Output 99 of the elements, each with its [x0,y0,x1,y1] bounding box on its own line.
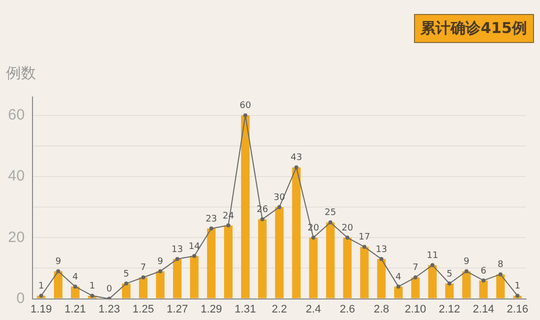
bar [479,280,488,298]
y-tick-label: 20 [8,228,25,246]
point [294,165,298,170]
bar [394,286,403,298]
data-label: 7 [412,263,418,274]
bar [445,284,454,298]
data-label: 25 [324,208,336,218]
data-label: 9 [55,257,62,268]
x-tick-label: 1.19 [30,303,52,316]
bar [360,246,369,298]
bar [411,277,420,298]
data-label: 60 [240,101,252,112]
x-tick-label: 1.31 [234,303,256,316]
data-label: 20 [342,223,354,234]
point [175,257,180,262]
data-label: 8 [498,260,504,270]
x-tick-label: 2.16 [506,303,528,316]
point [379,257,384,262]
bar [139,277,148,298]
bar [428,265,437,298]
bar [241,115,250,298]
point [158,269,162,274]
point [192,254,196,258]
bar [173,259,182,298]
point [328,220,332,224]
point [141,275,146,280]
data-label: 11 [426,251,438,262]
point [362,244,366,249]
point [498,272,502,276]
point [243,113,248,118]
x-tick-label: 1.27 [166,303,188,316]
data-label: 7 [140,263,146,274]
text: 累计确诊415例 [414,14,534,43]
data-label: 14 [188,242,200,252]
bar [275,207,284,298]
point [515,294,520,298]
point [209,226,214,230]
data-label: 1 [89,282,96,292]
data-label: 9 [464,257,470,268]
x-tick-label: 1.23 [98,303,120,316]
point [226,223,230,228]
x-tick-label: 1.29 [200,303,222,316]
data-label: 13 [172,244,184,255]
data-label: 5 [123,269,130,280]
point [277,205,282,210]
bar [156,271,165,298]
y-tick-label: 60 [8,106,25,124]
bar [207,228,216,298]
point [73,284,78,289]
point [39,294,44,298]
point [481,278,486,282]
x-tick-label: 2.10 [404,303,426,316]
point [90,294,94,298]
data-label: 4 [396,272,402,282]
bar [326,222,335,298]
data-label: 6 [480,266,487,276]
point [260,217,264,222]
bar [70,286,80,298]
data-label: 17 [358,232,370,243]
point [311,236,316,240]
data-label: 0 [106,284,112,295]
data-label: 43 [290,153,302,164]
x-tick-label: 2.2 [272,303,287,316]
x-tick-label: 2.4 [306,303,322,316]
bar [190,256,199,298]
bar [309,238,318,298]
y-tick-label: 0 [16,290,25,307]
x-tick-label: 1.21 [64,303,86,316]
x-tick-label: 2.6 [340,303,356,316]
data-label: 23 [206,214,218,224]
point [124,282,128,286]
bar [496,274,505,298]
bar [292,167,301,298]
point [413,275,418,280]
bar [258,219,267,298]
bar [224,225,233,298]
data-label: 4 [72,272,78,282]
point [56,269,60,274]
data-label: 5 [446,269,452,280]
bar [54,271,62,298]
data-label: 1 [38,282,44,292]
point [430,263,434,268]
x-tick-label: 2.14 [472,303,494,316]
x-tick-label: 1.25 [132,303,154,316]
data-label: 9 [157,257,164,268]
bar [462,271,471,298]
point [345,236,350,240]
data-label: 13 [376,244,388,255]
x-tick-label: 2.8 [374,303,390,316]
bar [377,259,386,298]
point [464,269,468,274]
bar [343,238,352,298]
y-tick-label: 40 [8,168,25,185]
point [447,282,452,286]
point [396,284,400,289]
data-label: 1 [514,282,520,292]
x-tick-label: 2.12 [438,303,460,316]
bar [122,284,130,298]
y-axis-title: 例数 [6,64,36,83]
